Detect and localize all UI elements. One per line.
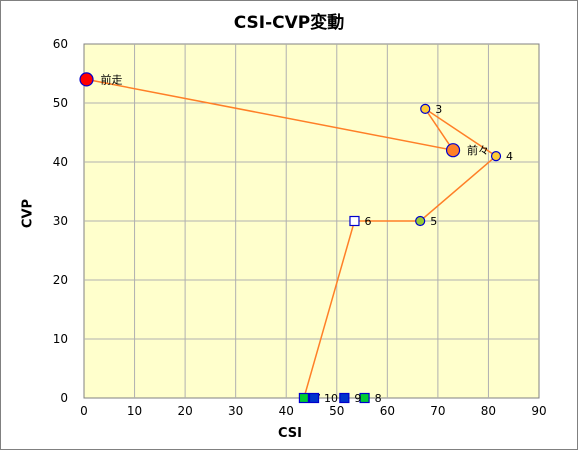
point-label: 10 xyxy=(324,392,338,405)
x-tick-label: 90 xyxy=(531,404,546,418)
y-tick-label: 10 xyxy=(53,332,68,346)
y-tick-label: 0 xyxy=(60,391,68,405)
point-label: 8 xyxy=(375,392,382,405)
point-marker xyxy=(445,143,461,158)
y-tick-label: 60 xyxy=(53,37,68,51)
point-label: 5 xyxy=(430,215,437,228)
point-label: 3 xyxy=(435,103,442,116)
x-tick-label: 60 xyxy=(380,404,395,418)
point-label: 6 xyxy=(364,215,371,228)
point-label: 9 xyxy=(354,392,361,405)
chart-title: CSI-CVP変動 xyxy=(233,13,345,33)
y-tick-label: 40 xyxy=(53,155,68,169)
point-marker xyxy=(490,151,502,162)
point-label: 前走 xyxy=(101,72,123,86)
x-tick-label: 20 xyxy=(177,404,192,418)
x-tick-label: 50 xyxy=(329,404,344,418)
x-tick-label: 70 xyxy=(430,404,445,418)
point-marker xyxy=(308,392,320,404)
point-label: 4 xyxy=(506,150,513,163)
x-tick-label: 40 xyxy=(279,404,294,418)
x-tick-label: 10 xyxy=(127,404,142,418)
point-marker xyxy=(415,215,426,227)
point-marker xyxy=(339,392,350,404)
point-marker xyxy=(79,72,94,87)
point-marker xyxy=(349,215,360,227)
x-tick-label: 0 xyxy=(80,404,88,418)
x-axis-label: CSI xyxy=(278,426,302,441)
x-tick-label: 80 xyxy=(481,404,496,418)
x-tick-label: 30 xyxy=(228,404,243,418)
y-tick-label: 20 xyxy=(53,273,68,287)
y-tick-label: 50 xyxy=(53,96,68,110)
point-marker xyxy=(298,392,310,404)
point-marker xyxy=(359,392,370,404)
point-marker xyxy=(420,103,431,115)
point-label: 前々 xyxy=(467,143,489,157)
y-tick-label: 30 xyxy=(53,214,68,228)
